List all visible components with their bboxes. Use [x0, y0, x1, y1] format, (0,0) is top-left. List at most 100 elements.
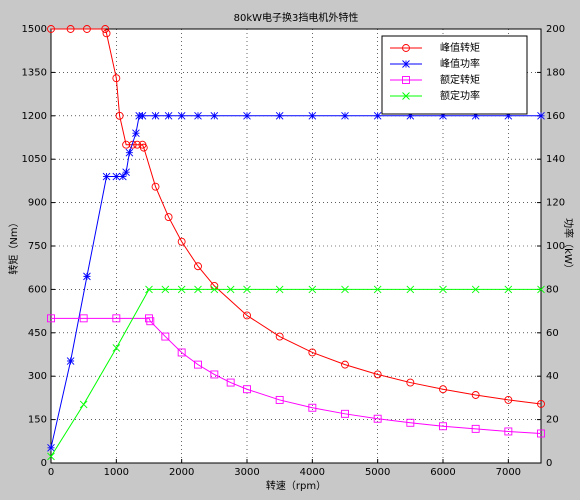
y-tick-label: 1050 [22, 154, 47, 165]
data-point [275, 395, 284, 404]
chart-title: 80kW电子换3挡电机外特性 [234, 11, 359, 24]
y2-tick-label: 20 [546, 415, 559, 426]
data-point [471, 285, 480, 294]
data-point [164, 111, 173, 120]
data-point [133, 140, 142, 149]
x-tick-label: 0 [48, 467, 54, 478]
data-point [471, 111, 480, 120]
data-point [210, 111, 219, 120]
data-point [177, 111, 186, 120]
data-point [177, 285, 186, 294]
series-line [51, 28, 542, 405]
data-point [83, 272, 91, 281]
data-point [471, 424, 480, 433]
y2-tick-label: 0 [546, 458, 552, 469]
data-point [112, 314, 121, 323]
y-tick-label: 750 [28, 241, 47, 252]
data-point [112, 344, 121, 352]
data-point [406, 418, 415, 427]
data-point [177, 348, 186, 357]
y2-tick-label: 200 [546, 24, 565, 35]
legend-label: 峰值功率 [440, 57, 480, 70]
data-point [128, 140, 137, 149]
data-point [122, 168, 130, 177]
data-point [112, 74, 121, 83]
data-point [145, 285, 153, 294]
data-point [47, 314, 55, 323]
y-tick-label: 900 [28, 198, 47, 209]
data-point [47, 443, 55, 452]
y2-axis-label: 功率（kW） [562, 218, 575, 274]
x-tick-label: 2000 [169, 467, 194, 478]
data-point [504, 285, 513, 294]
data-point [341, 111, 349, 120]
x-tick-label: 1000 [104, 467, 129, 478]
data-point [308, 285, 317, 294]
y2-tick-label: 80 [546, 284, 559, 295]
legend-marker [402, 44, 410, 52]
data-point [504, 395, 513, 404]
data-point [308, 111, 317, 120]
data-point [194, 262, 202, 271]
y-tick-label: 150 [28, 415, 47, 426]
data-point [210, 370, 219, 379]
data-point [226, 378, 235, 387]
x-tick-label: 3000 [234, 467, 259, 478]
data-point [243, 385, 251, 394]
data-point [139, 143, 148, 152]
y-tick-label: 1200 [22, 111, 47, 122]
data-point [537, 111, 545, 120]
data-point [439, 422, 447, 431]
y2-tick-label: 40 [546, 371, 559, 382]
data-point [341, 285, 349, 294]
data-point [177, 237, 186, 246]
data-point [194, 360, 202, 369]
legend-box [381, 35, 528, 115]
data-point [101, 25, 110, 33]
y-axis-label: 转矩（Nm） [7, 217, 20, 274]
y-tick-label: 450 [28, 328, 47, 339]
data-point [439, 385, 447, 394]
data-point [115, 111, 124, 120]
data-point [194, 111, 202, 120]
y2-tick-label: 120 [546, 198, 565, 209]
data-point [275, 111, 284, 120]
data-point [373, 111, 382, 120]
data-point [341, 409, 349, 418]
data-point [66, 25, 75, 33]
data-point [132, 129, 140, 137]
data-point [161, 332, 170, 341]
data-point [243, 111, 251, 120]
data-point [210, 285, 219, 294]
y2-tick-label: 140 [546, 154, 565, 165]
data-point [151, 111, 160, 120]
data-point [504, 111, 513, 120]
data-point [373, 285, 382, 294]
data-point [79, 400, 88, 409]
series-line [51, 317, 542, 434]
data-point [308, 348, 317, 357]
legend-marker [402, 92, 410, 100]
x-tick-label: 4000 [300, 467, 325, 478]
y2-tick-label: 60 [546, 328, 559, 339]
data-point [112, 172, 121, 181]
data-point [146, 317, 155, 326]
x-tick-label: 6000 [430, 467, 455, 478]
y2-tick-label: 100 [546, 241, 565, 252]
data-point [471, 391, 480, 399]
data-point [47, 452, 55, 461]
data-point [504, 427, 513, 436]
data-point [102, 29, 111, 38]
legend-label: 额定功率 [440, 89, 480, 102]
data-point [138, 111, 147, 120]
data-point [308, 403, 317, 412]
x-axis-label: 转速（rpm） [266, 479, 326, 492]
legend-marker [402, 76, 410, 84]
data-point [341, 360, 349, 369]
data-point [243, 285, 251, 294]
data-point [119, 172, 127, 181]
data-point [79, 314, 88, 323]
data-point [194, 285, 202, 294]
